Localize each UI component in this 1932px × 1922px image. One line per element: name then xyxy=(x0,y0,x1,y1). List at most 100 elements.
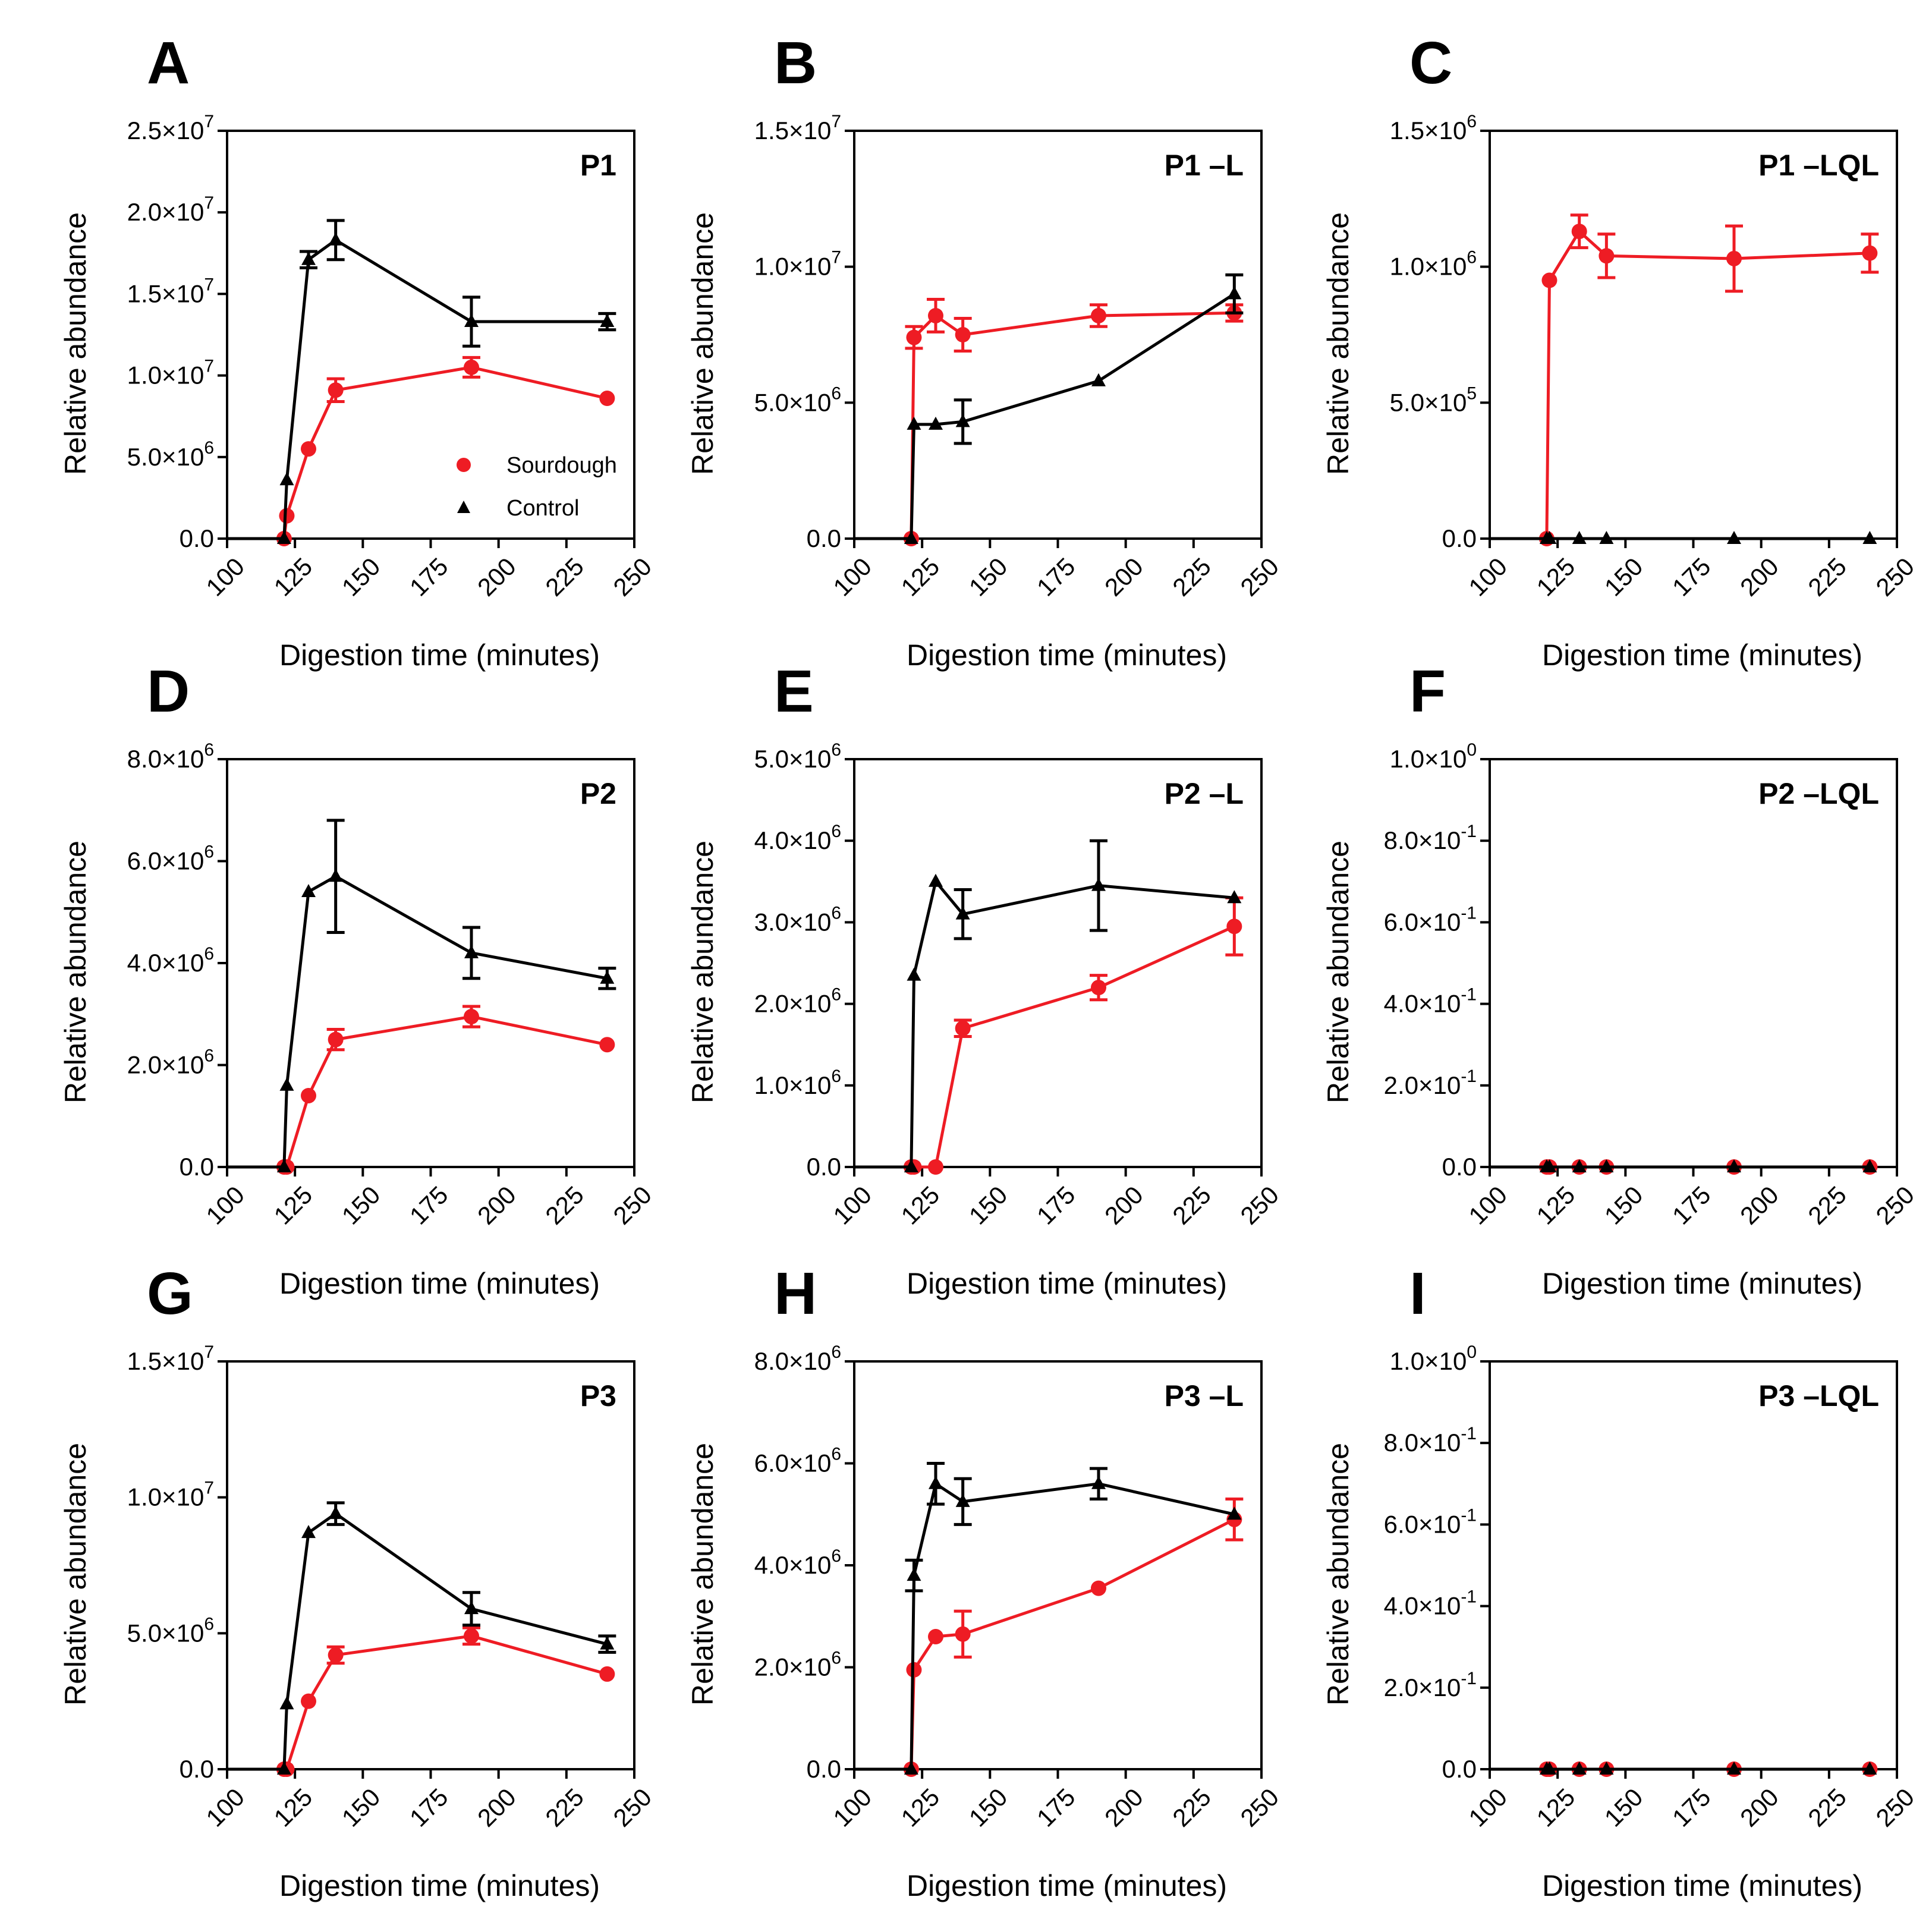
control-point xyxy=(907,416,921,430)
panel-letter: G xyxy=(147,1260,193,1327)
x-tick-label: 150 xyxy=(1599,1783,1648,1832)
series-line xyxy=(227,875,608,1169)
y-tick-exponent: 6 xyxy=(831,985,841,1005)
series-control xyxy=(227,819,616,1172)
y-tick-exponent: 6 xyxy=(831,1342,841,1362)
y-tick-label: 5.0×105 xyxy=(1390,383,1477,416)
x-tick-label: 125 xyxy=(269,1181,318,1230)
control-point xyxy=(904,1761,918,1775)
x-tick-label: 100 xyxy=(200,1783,250,1832)
sourdough-point xyxy=(301,441,316,457)
y-tick-exponent: 6 xyxy=(204,1614,214,1634)
sourdough-point xyxy=(464,1628,479,1644)
x-axis-label: Digestion time (minutes) xyxy=(1542,638,1862,672)
control-point xyxy=(907,1568,921,1581)
control-point xyxy=(1727,1761,1741,1775)
y-tick-mantissa: 4.0×10 xyxy=(1384,990,1461,1018)
panel-h: HP3 –L0.02.0×1064.0×1066.0×1068.0×106100… xyxy=(686,1260,1284,1902)
control-point xyxy=(1227,890,1242,904)
y-tick-mantissa: 0.0 xyxy=(180,524,214,552)
x-tick-label: 125 xyxy=(269,1783,318,1832)
x-tick-label: 125 xyxy=(1531,1181,1581,1230)
y-tick-exponent: 7 xyxy=(204,275,214,294)
control-point xyxy=(1542,1159,1557,1172)
y-tick-exponent: 7 xyxy=(204,357,214,376)
y-tick-exponent: 6 xyxy=(831,1649,841,1668)
y-tick-exponent: 6 xyxy=(204,944,214,964)
control-point xyxy=(955,414,970,427)
plot-frame xyxy=(226,758,635,1168)
x-tick-label: 225 xyxy=(1802,1783,1852,1832)
panel-letter: B xyxy=(774,30,817,96)
y-tick-mantissa: 2.0×10 xyxy=(1384,1071,1461,1099)
x-tick-label: 250 xyxy=(1870,1783,1920,1832)
control-point xyxy=(1572,1761,1587,1775)
y-tick-mantissa: 1.0×10 xyxy=(127,361,204,389)
control-point xyxy=(276,531,291,544)
control-point xyxy=(328,1506,343,1520)
y-tick-label: 5.0×106 xyxy=(127,438,214,471)
y-tick-mantissa: 5.0×10 xyxy=(754,745,832,773)
y-tick-label: 6.0×10-1 xyxy=(1384,903,1477,936)
sourdough-point xyxy=(928,307,943,323)
sourdough-point xyxy=(1226,918,1242,935)
y-tick-label: 0.0 xyxy=(180,1153,214,1181)
x-tick-label: 175 xyxy=(404,1783,454,1832)
x-tick-label: 100 xyxy=(200,552,250,602)
legend-control-label: Control xyxy=(506,496,580,521)
x-tick-label: 175 xyxy=(1031,552,1081,602)
x-axis-label: Digestion time (minutes) xyxy=(279,1869,600,1902)
x-tick-label: 250 xyxy=(1870,552,1920,602)
sourdough-point xyxy=(955,1020,971,1036)
plot-frame xyxy=(1489,758,1898,1168)
control-point xyxy=(1599,531,1614,544)
y-tick-mantissa: 2.0×10 xyxy=(127,1051,204,1079)
sourdough-point xyxy=(328,382,344,398)
x-tick-label: 125 xyxy=(1531,1783,1581,1832)
y-tick-label: 1.0×107 xyxy=(127,357,214,389)
y-tick-exponent: 6 xyxy=(831,1546,841,1566)
control-point xyxy=(328,232,343,246)
y-tick-label: 2.0×107 xyxy=(127,193,214,226)
y-tick-mantissa: 1.0×10 xyxy=(1390,1347,1467,1375)
y-tick-label: 1.0×107 xyxy=(754,248,841,281)
control-point xyxy=(1862,1159,1877,1172)
control-point xyxy=(1727,531,1741,544)
sourdough-point xyxy=(1091,307,1106,323)
y-tick-mantissa: 0.0 xyxy=(1442,524,1477,552)
y-axis-label: Relative abundance xyxy=(1321,841,1355,1103)
y-tick-exponent: -1 xyxy=(1461,1067,1477,1086)
control-point xyxy=(279,472,294,486)
y-tick-exponent: 6 xyxy=(204,740,214,760)
x-tick-label: 125 xyxy=(896,1181,945,1230)
control-point xyxy=(464,1601,479,1615)
y-tick-mantissa: 4.0×10 xyxy=(127,949,204,977)
sourdough-point xyxy=(955,327,971,342)
y-tick-mantissa: 0.0 xyxy=(1442,1153,1477,1181)
x-axis-label: Digestion time (minutes) xyxy=(279,638,600,672)
y-tick-label: 0.0 xyxy=(1442,1755,1477,1783)
x-axis-label: Digestion time (minutes) xyxy=(1542,1267,1862,1300)
y-tick-mantissa: 0.0 xyxy=(807,1153,841,1181)
control-point xyxy=(904,1159,918,1172)
y-tick-label: 8.0×106 xyxy=(754,1342,841,1375)
control-point xyxy=(1091,373,1106,386)
y-tick-exponent: -1 xyxy=(1461,1587,1477,1607)
y-tick-exponent: 5 xyxy=(1467,383,1477,403)
legend: Sourdough Control xyxy=(457,453,617,521)
x-tick-label: 175 xyxy=(1667,1783,1716,1832)
y-tick-exponent: 6 xyxy=(831,1445,841,1464)
y-tick-mantissa: 2.0×10 xyxy=(754,1653,832,1681)
x-tick-label: 150 xyxy=(964,1181,1013,1230)
y-axis-label: Relative abundance xyxy=(59,841,92,1103)
control-point xyxy=(955,1493,970,1507)
x-axis-label: Digestion time (minutes) xyxy=(907,638,1227,672)
sourdough-point xyxy=(328,1031,344,1047)
y-tick-label: 1.5×107 xyxy=(127,275,214,307)
panel-title: P3 –L xyxy=(1165,1379,1244,1413)
y-tick-label: 2.0×106 xyxy=(754,985,841,1018)
control-point xyxy=(1572,531,1587,544)
y-tick-label: 1.0×100 xyxy=(1390,1342,1477,1375)
y-tick-mantissa: 0.0 xyxy=(180,1153,214,1181)
panel-a: AP10.05.0×1061.0×1071.5×1072.0×1072.5×10… xyxy=(59,30,657,672)
